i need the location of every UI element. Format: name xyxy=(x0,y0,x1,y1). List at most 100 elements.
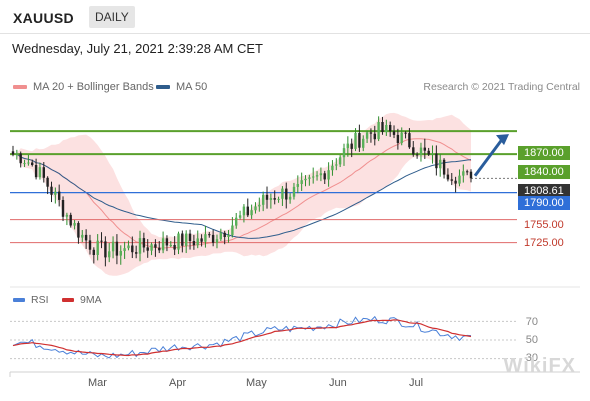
candle-body xyxy=(188,233,192,241)
level-1840-tag: 1840.00 xyxy=(518,165,570,179)
rsi-legend: RSI xyxy=(13,294,49,306)
candle-body xyxy=(42,167,45,178)
candle-body xyxy=(208,234,211,236)
candle-body xyxy=(466,171,469,173)
candle-body xyxy=(38,167,42,178)
candle-body xyxy=(119,251,122,256)
candle-body xyxy=(27,162,30,164)
candle-body xyxy=(169,245,172,246)
candle-body xyxy=(196,238,199,246)
candle-body xyxy=(123,248,126,251)
candle-body xyxy=(458,175,461,184)
candle-body xyxy=(142,238,146,248)
candle-body xyxy=(469,171,473,179)
candle-body xyxy=(331,165,334,171)
month-label: May xyxy=(246,377,267,389)
candle-body xyxy=(435,153,438,169)
candle-body xyxy=(381,122,384,132)
candle-body xyxy=(408,133,411,148)
candle-body xyxy=(185,233,188,246)
candle-body xyxy=(319,173,323,176)
candle-body xyxy=(254,206,257,211)
symbol-label: XAUUSD xyxy=(13,10,74,26)
candle-body xyxy=(431,153,434,155)
candle-body xyxy=(246,206,249,216)
candle-body xyxy=(11,151,15,155)
candle-body xyxy=(100,240,103,242)
legend-ma20: MA 20 + Bollinger Bands xyxy=(13,81,154,93)
ma50-line xyxy=(12,153,472,239)
candle-body xyxy=(277,198,280,200)
candle-body xyxy=(15,153,18,155)
candle-body xyxy=(158,247,161,251)
level-1870-tag: 1870.00 xyxy=(518,146,570,160)
candle-body xyxy=(181,233,184,246)
candle-body xyxy=(81,234,84,238)
candle-body xyxy=(285,188,288,200)
candle-body xyxy=(88,240,92,250)
level-1725-label: 1725.00 xyxy=(524,237,564,249)
candle-body xyxy=(342,148,346,158)
candle-body xyxy=(223,232,226,237)
candle-body xyxy=(412,147,415,155)
candle-body xyxy=(219,232,222,240)
candle-body xyxy=(373,133,376,140)
ma20-swatch xyxy=(13,85,27,89)
candle-body xyxy=(338,157,342,165)
rsi-tick-30: 30 xyxy=(525,352,538,364)
candle-body xyxy=(273,198,276,200)
timeframe-button[interactable]: DAILY xyxy=(89,6,135,28)
ma50-swatch xyxy=(156,85,170,89)
candle-body xyxy=(46,177,49,187)
candle-body xyxy=(200,238,203,242)
candle-body xyxy=(389,125,392,132)
candle-body xyxy=(462,171,465,176)
rsi-ma-swatch xyxy=(62,298,74,302)
candle-body xyxy=(323,173,326,180)
ma20-label: MA 20 + Bollinger Bands xyxy=(33,81,154,93)
candle-body xyxy=(92,249,95,255)
month-label: Jul xyxy=(409,377,424,389)
candle-body xyxy=(281,188,284,199)
ma20-line xyxy=(12,138,472,249)
candle-body xyxy=(400,132,403,143)
candle-body xyxy=(358,133,361,148)
rsi-tick-70: 70 xyxy=(525,316,538,328)
candle-body xyxy=(146,247,149,251)
candle-body xyxy=(104,241,107,258)
legend-ma50: MA 50 xyxy=(156,81,207,93)
candle-body xyxy=(350,143,353,149)
candle-body xyxy=(423,147,426,151)
candle-body xyxy=(19,153,22,164)
forecast-arrow xyxy=(473,137,505,177)
candle-body xyxy=(227,235,230,237)
level-1755-label: 1755.00 xyxy=(524,219,564,231)
candle-body xyxy=(192,241,196,246)
candle-body xyxy=(58,191,61,200)
candle-body xyxy=(415,154,419,156)
candle-body xyxy=(211,234,215,243)
candle-body xyxy=(315,175,319,177)
candle-body xyxy=(135,252,138,254)
candle-body xyxy=(404,132,407,134)
candle-body xyxy=(427,150,430,155)
candle-body xyxy=(231,225,234,235)
candle-body xyxy=(204,234,207,242)
month-label: Mar xyxy=(88,377,107,389)
candle-body xyxy=(265,194,269,200)
candle-body xyxy=(446,174,450,180)
candle-body xyxy=(327,170,330,180)
candle-body xyxy=(238,215,242,218)
datetime-label: Wednesday, July 21, 2021 2:39:28 AM CET xyxy=(12,41,263,56)
rsi-tick-50: 50 xyxy=(525,334,538,346)
candle-body xyxy=(442,159,446,175)
candle-body xyxy=(258,204,261,207)
month-label: Apr xyxy=(169,377,187,389)
candle-body xyxy=(69,214,72,226)
candle-body xyxy=(308,177,311,179)
candle-body xyxy=(150,244,153,251)
candle-body xyxy=(300,180,303,184)
candle-body xyxy=(173,245,176,250)
candle-body xyxy=(108,251,111,258)
